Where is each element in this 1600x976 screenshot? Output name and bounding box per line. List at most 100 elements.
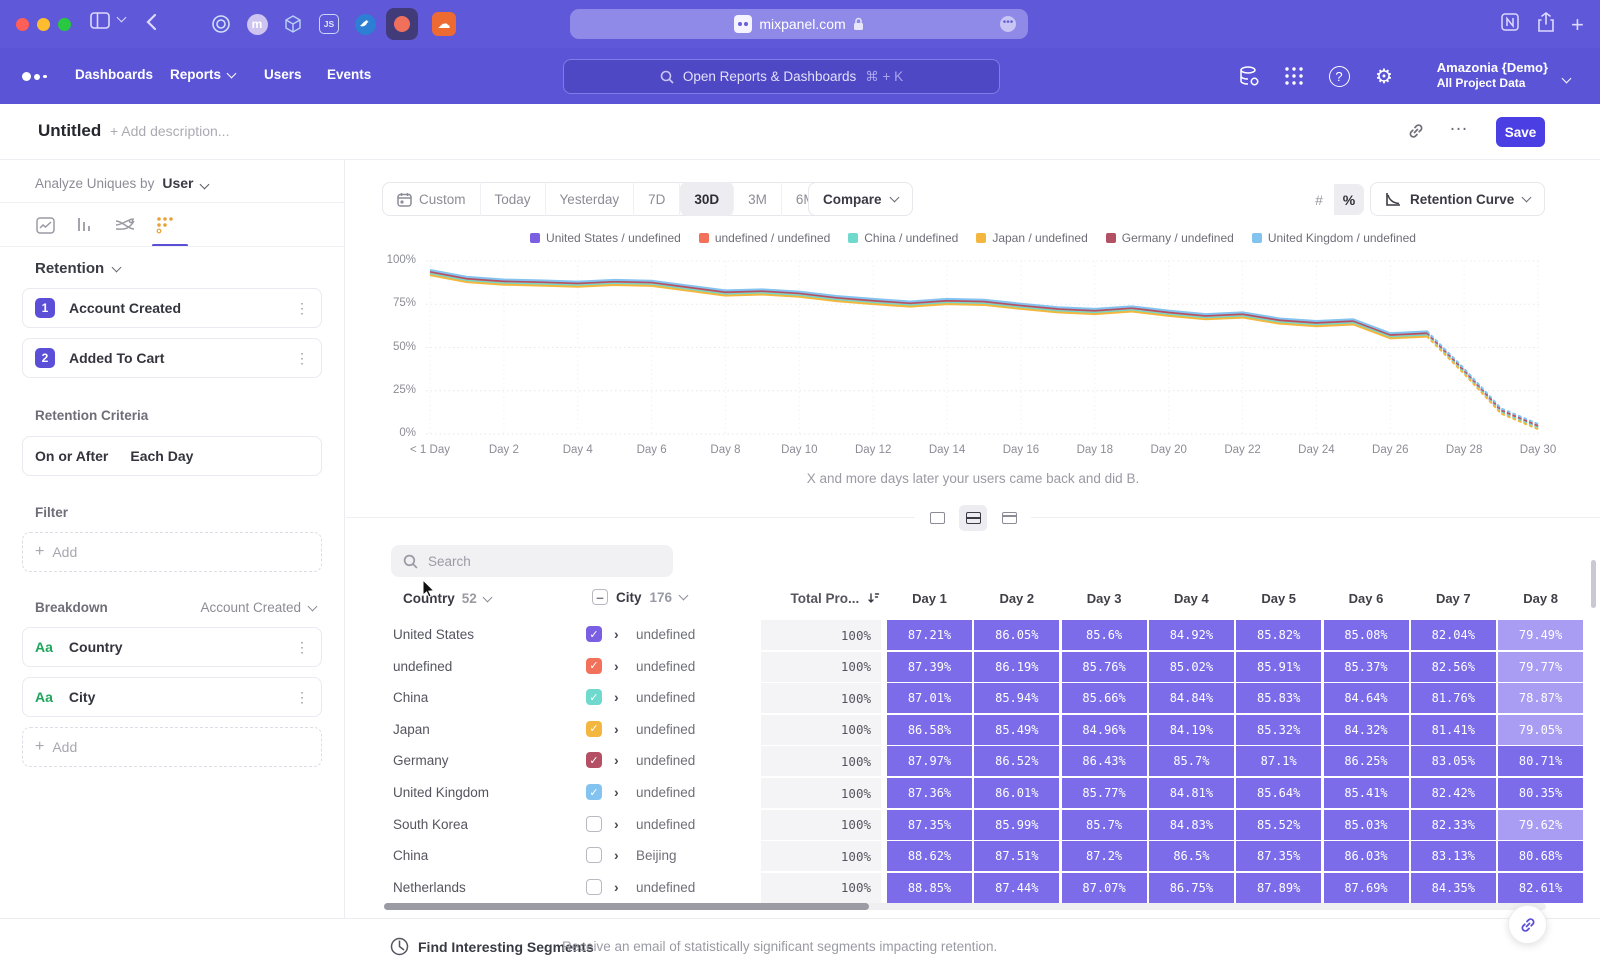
column-header-day[interactable]: Day 7 [1435,591,1471,606]
expand-row-icon[interactable]: › [614,689,619,706]
expand-row-icon[interactable]: › [614,720,619,737]
tab-funnels-icon[interactable] [68,210,102,240]
legend-item[interactable]: Germany / undefined [1105,231,1234,245]
range-7d[interactable]: 7D [634,182,681,216]
expand-row-icon[interactable]: › [614,878,619,895]
cell-retention-value[interactable]: 85.66% [1061,683,1147,714]
view-chart-only-button[interactable] [923,505,951,531]
nav-events[interactable]: Events [327,67,372,82]
cell-retention-value[interactable]: 87.36% [887,778,972,808]
unit-count-toggle[interactable]: # [1315,191,1323,208]
cell-retention-value[interactable]: 85.83% [1236,683,1322,714]
cell-retention-value[interactable]: 80.35% [1498,778,1584,808]
cell-retention-value[interactable]: 81.41% [1410,714,1496,745]
chevron-down-icon[interactable] [116,12,127,23]
expand-row-icon[interactable]: › [614,815,619,832]
data-management-icon[interactable] [1237,64,1261,88]
expand-row-icon[interactable]: › [614,626,619,642]
cell-retention-value[interactable]: 87.44% [974,872,1060,903]
cell-retention-value[interactable]: 85.94% [974,683,1060,714]
cell-retention-value[interactable]: 86.5% [1148,841,1234,872]
horizontal-scrollbar[interactable] [384,903,1546,910]
tab-m-icon[interactable]: m [241,8,273,40]
cell-retention-value[interactable]: 88.85% [887,872,972,903]
cell-retention-value[interactable]: 83.05% [1410,746,1496,777]
report-title[interactable]: Untitled [38,121,102,140]
range-custom[interactable]: Custom [383,182,481,216]
range-3m[interactable]: 3M [734,182,782,216]
share-link-fab[interactable] [1508,905,1547,944]
copy-link-icon[interactable] [1407,122,1425,145]
cell-retention-value[interactable]: 87.89% [1236,872,1322,903]
cell-retention-value[interactable]: 85.37% [1323,651,1409,682]
cell-retention-value[interactable]: 83.13% [1410,841,1496,872]
address-bar[interactable]: mixpanel.com ••• [570,9,1028,39]
cell-retention-value[interactable]: 82.33% [1410,809,1496,840]
window-zoom-button[interactable] [58,18,71,31]
row-checkbox[interactable] [586,878,602,895]
cell-retention-value[interactable]: 87.21% [887,620,972,650]
cell-retention-value[interactable]: 88.62% [887,841,972,872]
expand-row-icon[interactable]: › [614,657,619,674]
expand-row-icon[interactable]: › [614,784,619,800]
cell-retention-value[interactable]: 82.56% [1410,651,1496,682]
column-header-day[interactable]: Day 4 [1174,591,1209,606]
step-added-to-cart[interactable]: 2 Added To Cart ⋮ [22,338,322,378]
tab-js-icon[interactable]: JS [313,8,345,40]
cell-retention-value[interactable]: 82.04% [1410,620,1496,650]
column-header-day[interactable]: Day 1 [912,591,947,606]
column-header-country[interactable]: Country 52 [403,591,493,606]
tab-bird-icon[interactable] [349,8,381,40]
legend-item[interactable]: undefined / undefined [698,231,830,245]
cell-retention-value[interactable]: 85.52% [1236,809,1322,840]
row-checkbox[interactable]: ✓ [586,689,602,706]
scrollbar-thumb[interactable] [384,903,869,910]
cell-retention-value[interactable]: 79.49% [1498,620,1584,650]
kebab-menu-icon[interactable]: ⋮ [295,688,309,705]
column-header-day[interactable]: Day 8 [1523,591,1558,606]
breakdown-add-button[interactable]: + Add [22,727,322,767]
nav-reports[interactable]: Reports [170,67,237,82]
range-yesterday[interactable]: Yesterday [546,182,635,216]
row-checkbox[interactable]: ✓ [586,626,602,642]
cell-retention-value[interactable]: 84.83% [1148,809,1234,840]
cell-retention-value[interactable]: 85.99% [974,809,1060,840]
cell-retention-value[interactable]: 86.05% [974,620,1060,650]
step-account-created[interactable]: 1 Account Created ⋮ [22,288,322,328]
cell-retention-value[interactable]: 86.25% [1323,746,1409,777]
tab-soundcloud-icon[interactable]: ☁ [428,8,460,40]
notion-icon[interactable] [1500,12,1520,32]
kebab-menu-icon[interactable]: ⋮ [295,299,309,316]
tab-flows-icon[interactable] [108,210,142,240]
sidebar-toggle-icon[interactable] [90,12,110,29]
global-search-input[interactable]: Open Reports & Dashboards ⌘ + K [563,59,1000,94]
cell-retention-value[interactable]: 84.32% [1323,714,1409,745]
cell-retention-value[interactable]: 87.97% [887,746,972,777]
cell-retention-value[interactable]: 78.87% [1498,683,1584,714]
cell-retention-value[interactable]: 79.62% [1498,809,1584,840]
retention-chart[interactable] [426,260,1542,438]
cell-retention-value[interactable]: 87.69% [1323,872,1409,903]
project-switcher[interactable]: Amazonia {Demo} All Project Data [1437,60,1572,90]
cell-retention-value[interactable]: 84.81% [1148,778,1234,808]
select-all-checkbox[interactable]: – [592,589,608,605]
cell-retention-value[interactable]: 87.51% [974,841,1060,872]
legend-item[interactable]: United Kingdom / undefined [1251,231,1416,245]
cell-retention-value[interactable]: 87.39% [887,651,972,682]
tab-cube-icon[interactable] [277,8,309,40]
cell-retention-value[interactable]: 87.07% [1061,872,1147,903]
cell-retention-value[interactable]: 81.76% [1410,683,1496,714]
cell-retention-value[interactable]: 85.91% [1236,651,1322,682]
breakdown-event-selector[interactable]: Account Created [200,600,318,615]
cell-retention-value[interactable]: 85.64% [1236,778,1322,808]
cell-retention-value[interactable]: 85.82% [1236,620,1322,650]
column-header-day[interactable]: Day 3 [1086,591,1122,606]
tab-retention-icon-active[interactable] [148,210,182,240]
cell-retention-value[interactable]: 85.32% [1236,714,1322,745]
cell-retention-value[interactable]: 84.96% [1061,714,1147,745]
filter-add-button[interactable]: + Add [22,532,322,572]
expand-row-icon[interactable]: › [614,752,619,769]
report-description-placeholder[interactable]: + Add description... [110,123,230,139]
cell-retention-value[interactable]: 84.92% [1148,620,1234,650]
unit-percent-toggle[interactable]: % [1334,184,1364,215]
